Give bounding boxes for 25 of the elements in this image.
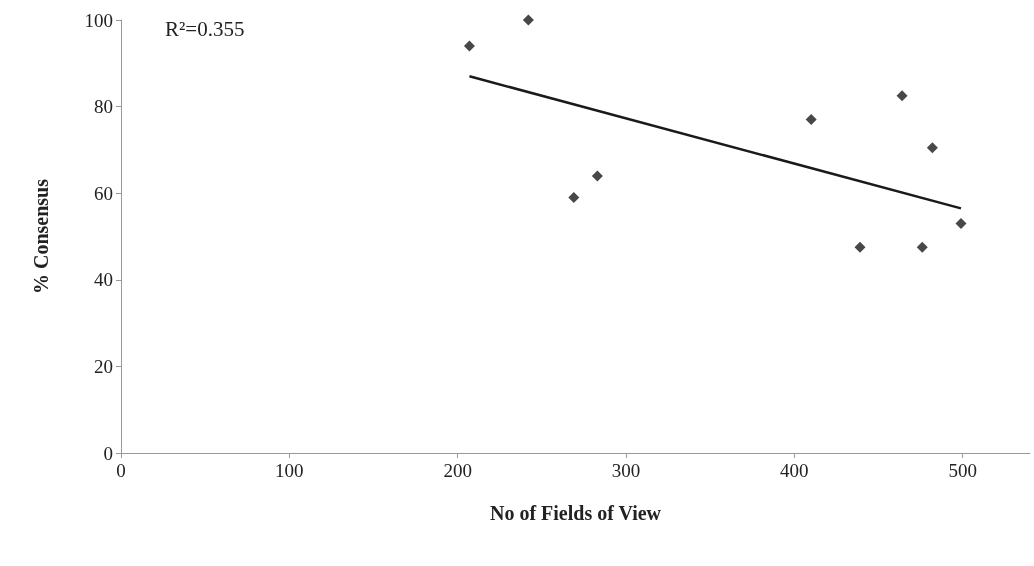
point xyxy=(568,192,580,204)
x-tick-label: 100 xyxy=(275,460,304,481)
annotation: R²=0.355 xyxy=(165,16,245,41)
y-tick-label: 0 xyxy=(103,442,113,464)
x-tick-label: 300 xyxy=(611,460,641,481)
y-tick-label: 80 xyxy=(94,96,113,118)
point xyxy=(955,218,967,230)
point xyxy=(463,40,475,52)
x-axis-title: No of Fields of View xyxy=(489,502,662,524)
point xyxy=(854,241,866,253)
y-tick-label: 20 xyxy=(94,355,113,377)
y-tick-label: 100 xyxy=(84,9,113,31)
point xyxy=(591,170,603,182)
point xyxy=(926,142,938,154)
x-tick-label: 200 xyxy=(443,460,472,481)
point xyxy=(896,90,908,102)
x-tick-label: 400 xyxy=(780,460,809,481)
x-tick-label: 0 xyxy=(116,460,126,481)
y-tick-label: 40 xyxy=(94,269,113,291)
point xyxy=(805,114,817,126)
point xyxy=(916,241,928,253)
y-tick-label: 60 xyxy=(94,182,113,204)
point xyxy=(522,14,534,26)
y-axis-title: % Consensus xyxy=(30,178,52,295)
x-tick-label: 500 xyxy=(948,460,977,481)
